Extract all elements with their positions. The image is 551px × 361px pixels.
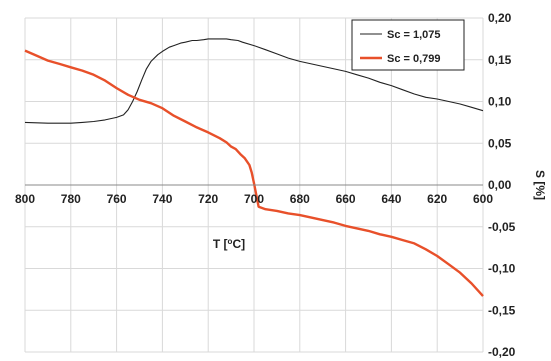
y-axis: 0,20 0,15 0,10 0,05 0,00 -0,05 -0,10 -0,15 -0,20	[488, 11, 516, 359]
legend-label-1: Sc = 1,075	[387, 29, 441, 41]
y-tick-label: 0,20	[488, 11, 512, 25]
series-lines	[24, 38, 484, 297]
x-tick-label: 740	[152, 192, 172, 206]
x-tick-label: 620	[427, 192, 447, 206]
legend-label-2: Sc = 0,799	[387, 53, 441, 65]
y-tick-label: -0,05	[488, 220, 516, 234]
y-tick-label: -0,20	[488, 345, 516, 359]
legend-box	[351, 19, 465, 71]
y-tick-label: -0,15	[488, 303, 516, 317]
x-axis-title-t: T [	[213, 237, 228, 251]
x-tick-label: 700	[244, 192, 264, 206]
series-line-1	[24, 38, 484, 124]
y-tick-label: 0,15	[488, 53, 512, 67]
x-axis-title-c: C]	[232, 237, 245, 251]
x-tick-label: 780	[61, 192, 81, 206]
x-tick-label: 640	[381, 192, 401, 206]
x-tick-label: 680	[290, 192, 310, 206]
y-tick-label: 0,10	[488, 95, 512, 109]
x-axis: 800 780 760 740 720 700 680 660 640 620 600	[15, 184, 493, 206]
x-tick-label: 800	[15, 192, 35, 206]
y-tick-label: 0,05	[488, 136, 512, 150]
x-tick-label: 660	[336, 192, 356, 206]
x-tick-label: 720	[198, 192, 218, 206]
y-axis-title: S [%]	[533, 170, 547, 200]
y-tick-label: -0,10	[488, 262, 516, 276]
x-tick-label: 600	[473, 192, 493, 206]
x-tick-label: 760	[107, 192, 127, 206]
x-axis-title-o: o	[228, 237, 233, 246]
x-axis-title: T [oC]	[213, 237, 245, 251]
series-line-2	[24, 49, 484, 297]
legend: Sc = 1,075 Sc = 0,799	[351, 19, 465, 71]
y-tick-label: 0,00	[488, 178, 512, 192]
